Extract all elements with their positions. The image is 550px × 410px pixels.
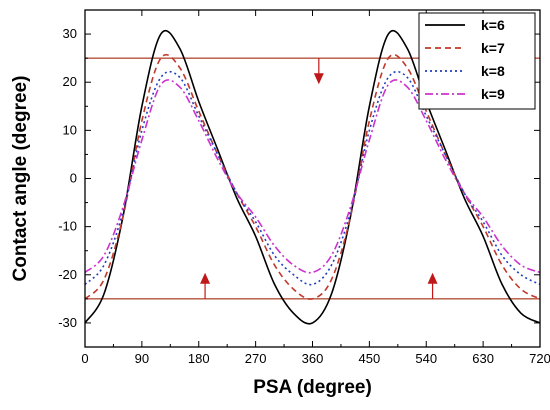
y-tick-label-10: 10 [63,122,77,137]
plot-area: 0 90 180 270 360 450 540 630 720 -30 -20 -10 0 10 20 30… [58,9,550,366]
x-tick-label-180: 180 [188,351,210,366]
series-line-k-7 [84,53,541,300]
legend-label-k-9: k=9 [481,86,505,102]
x-tick-label-0: 0 [81,351,88,366]
y-axis-title: Contact angle (degree) [10,76,31,282]
arrow-head-3 [427,272,438,284]
x-tick-label-720: 720 [529,351,550,366]
legend-label-k-6: k=6 [481,17,505,33]
y-tick-label--30: -30 [58,315,77,330]
legend-box [418,12,536,110]
series-line-k-9 [84,79,541,274]
legend-label-k-8: k=8 [481,63,505,79]
arrow-head-2 [200,272,211,284]
x-tick-label-360: 360 [302,351,324,366]
x-tick-label-270: 270 [245,351,267,366]
x-tick-label-540: 540 [415,351,437,366]
x-axis-title: PSA (degree) [253,377,372,398]
y-tick-label-30: 30 [63,26,77,41]
x-tick-label-90: 90 [135,351,149,366]
y-tick-label--10: -10 [58,219,77,234]
legend-label-k-7: k=7 [481,40,505,56]
series-line-k-6 [84,29,541,325]
x-tick-label-630: 630 [472,351,494,366]
y-tick-label--20: -20 [58,267,77,282]
y-tick-label-0: 0 [70,171,77,186]
x-tick-label-450: 450 [359,351,381,366]
y-tick-label-20: 20 [63,74,77,89]
arrow-head-1 [313,73,324,85]
